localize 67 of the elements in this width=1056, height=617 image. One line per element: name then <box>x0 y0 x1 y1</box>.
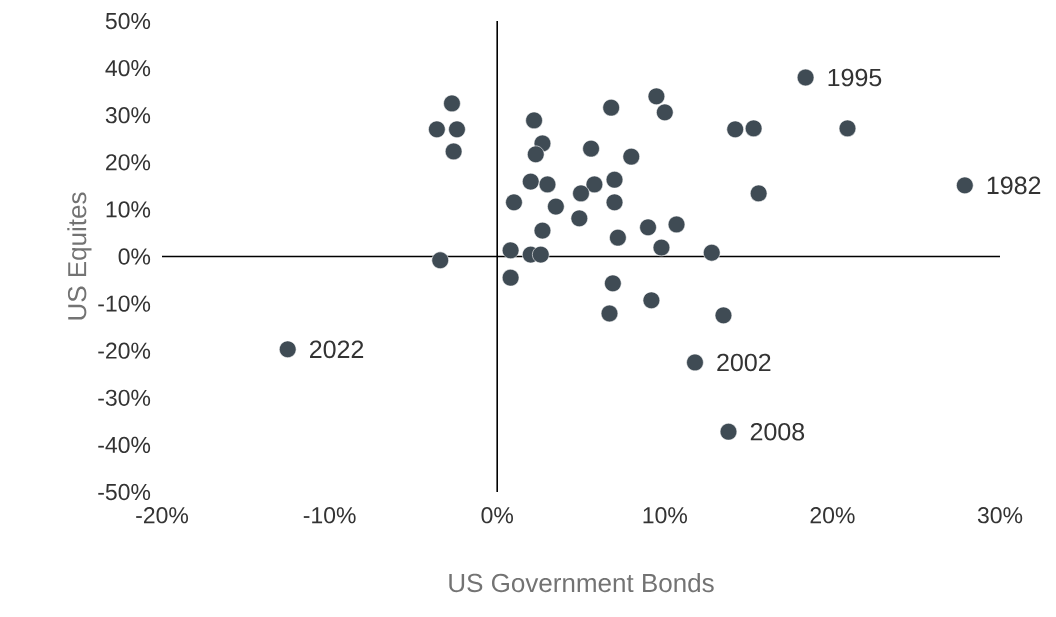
point <box>279 340 297 358</box>
point <box>600 304 619 323</box>
point <box>570 209 589 228</box>
point <box>609 228 627 247</box>
x-tick-label: 0% <box>481 507 513 524</box>
y-tick-label: 20% <box>106 154 151 171</box>
point <box>582 139 600 158</box>
point <box>547 197 565 216</box>
point <box>572 184 590 203</box>
y-axis-title: US Equites <box>67 192 92 320</box>
point <box>585 175 604 194</box>
point <box>719 423 738 441</box>
point <box>838 119 857 138</box>
point <box>527 145 545 163</box>
annotation: 2002 <box>717 353 771 372</box>
point <box>428 120 446 139</box>
point <box>522 172 540 191</box>
x-tick-label: -10% <box>303 507 356 524</box>
point <box>744 119 763 138</box>
point <box>726 120 744 139</box>
y-tick-label: -40% <box>98 436 151 454</box>
annotation: 1995 <box>828 68 882 87</box>
point <box>749 184 768 203</box>
point <box>652 238 671 257</box>
point <box>639 218 657 236</box>
annotation: 2008 <box>750 422 805 441</box>
point <box>532 245 550 264</box>
y-tick-label: -30% <box>98 389 151 406</box>
point <box>796 68 815 87</box>
x-tick-label: 30% <box>977 507 1023 524</box>
point <box>431 251 449 269</box>
point <box>622 147 640 166</box>
point <box>667 215 686 234</box>
point <box>444 142 463 161</box>
y-tick-label: -20% <box>98 342 151 359</box>
point <box>605 193 624 212</box>
x-axis-title: US Government Bonds <box>449 573 714 593</box>
point <box>533 221 552 240</box>
point <box>501 268 520 287</box>
x-tick-label: 20% <box>810 507 855 524</box>
y-tick-label: 10% <box>106 201 151 218</box>
y-tick-label: 50% <box>105 12 151 30</box>
point <box>656 103 674 122</box>
point <box>647 87 666 106</box>
y-tick-label: 40% <box>105 59 151 77</box>
y-tick-label: 0% <box>118 248 151 265</box>
point <box>538 175 557 194</box>
y-tick-label: 30% <box>105 107 151 124</box>
annotation: 2022 <box>310 340 364 359</box>
point <box>602 98 620 117</box>
point <box>703 244 721 262</box>
point <box>443 94 461 113</box>
point <box>501 241 520 260</box>
point <box>714 306 733 325</box>
annotation: 1982 <box>987 176 1041 195</box>
point <box>604 274 622 293</box>
y-tick-label: -10% <box>98 295 151 312</box>
point <box>642 291 661 309</box>
point <box>505 193 523 212</box>
point <box>956 176 974 195</box>
y-tick-label: -50% <box>98 483 151 501</box>
x-tick-label: 10% <box>643 507 687 524</box>
point <box>605 171 624 189</box>
point <box>525 111 543 130</box>
x-tick-label: -20% <box>136 507 189 524</box>
point <box>448 120 466 139</box>
point <box>686 353 704 372</box>
